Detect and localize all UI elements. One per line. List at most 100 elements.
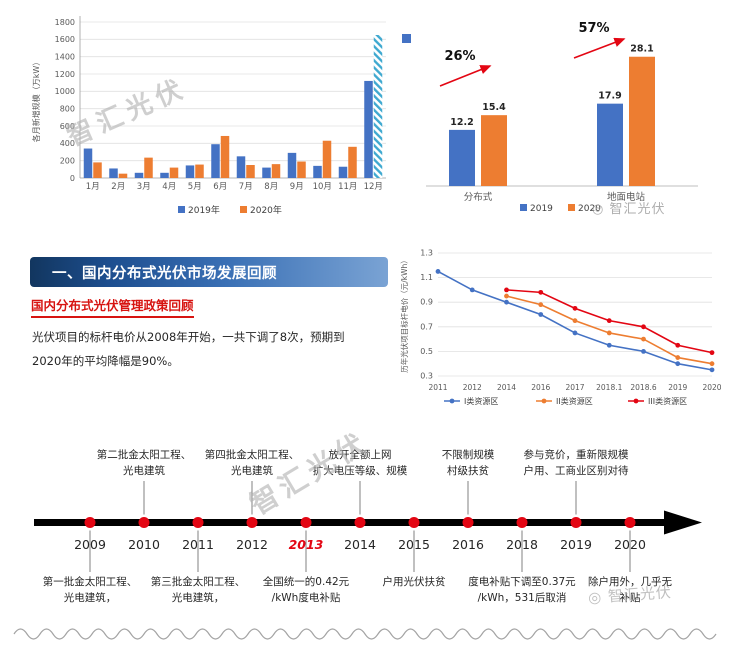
event-text-2013: 全国统一的0.42元 bbox=[263, 575, 350, 588]
section-title-banner: 一、国内分布式光伏市场发展回顾 bbox=[30, 257, 388, 287]
marker bbox=[641, 336, 646, 342]
marker bbox=[572, 305, 578, 311]
bar-2020年-8月 bbox=[271, 164, 281, 178]
y-tick-label: 800 bbox=[60, 104, 75, 113]
event-text-2012: 光电建筑 bbox=[231, 464, 273, 477]
timeline-year-2012: 2012 bbox=[236, 537, 268, 552]
x-tick-label: 2012 bbox=[463, 383, 482, 392]
x-tick-label: 4月 bbox=[162, 182, 176, 192]
timeline-year-2014: 2014 bbox=[344, 537, 376, 552]
marker bbox=[709, 350, 715, 356]
bar-2019年-11月 bbox=[338, 166, 348, 178]
y-tick-label: 600 bbox=[60, 122, 75, 131]
marker bbox=[675, 361, 681, 367]
event-text-2013: /kWh度电补贴 bbox=[272, 591, 341, 604]
bar-2019年-3月 bbox=[134, 172, 144, 178]
timeline-dot-2010 bbox=[138, 517, 150, 528]
marker bbox=[675, 355, 681, 360]
bar-2020年-4月 bbox=[169, 167, 179, 178]
bar-2019-地面电站 bbox=[597, 103, 623, 186]
growth-label: 26% bbox=[444, 49, 475, 64]
timeline-dot-2012 bbox=[246, 517, 258, 528]
timeline-dot-2009 bbox=[84, 517, 96, 528]
marker bbox=[606, 330, 612, 336]
x-tick-label: 2018.1 bbox=[596, 383, 622, 392]
y-axis-title: 各月新增规模（万kW） bbox=[31, 58, 41, 143]
event-text-2014: 扩大电压等级、规模 bbox=[313, 464, 408, 477]
corner-marker bbox=[402, 34, 411, 43]
y-tick-label: 1000 bbox=[55, 87, 75, 96]
x-tick-label: 3月 bbox=[137, 182, 151, 192]
section-body: 光伏项目的标杆电价从2008年开始，一共下调了8次，预期到 2020年的平均降幅… bbox=[32, 326, 392, 373]
timeline-dot-2018 bbox=[516, 517, 528, 528]
marker bbox=[504, 299, 509, 305]
feed-in-tariff-line-chart: 0.3 0.5 0.7 0.9 1.1 1.3 2011 2012 2014 2016 2017 20… bbox=[399, 249, 722, 407]
body-line-2: 2020年的平均降幅是90%。 bbox=[32, 353, 179, 368]
monthly-additions-bar-chart: 0 200 400 600 800 1000 1200 1400 1600 1800 1月 2月 3月 4… bbox=[31, 16, 386, 216]
bar-2020年-9月 bbox=[297, 161, 306, 178]
bar-2020-分布式 bbox=[481, 115, 507, 186]
decorative-wave-divider bbox=[13, 628, 717, 640]
bar-2019年-2月 bbox=[109, 168, 118, 178]
x-tick-label: 2019 bbox=[668, 383, 687, 392]
x-tick-label: 9月 bbox=[290, 182, 304, 192]
legend-label: II类资源区 bbox=[556, 396, 593, 406]
event-text-2009: 光电建筑， bbox=[64, 591, 117, 604]
y-tick-label: 400 bbox=[60, 139, 75, 148]
event-text-2019: 户用、工商业区别对待 bbox=[524, 464, 629, 477]
bar-2019年-8月 bbox=[262, 167, 271, 178]
marker bbox=[709, 361, 715, 367]
timeline-dot-2016 bbox=[462, 517, 474, 528]
growth-label: 57% bbox=[578, 21, 609, 36]
x-tick-label: 7月 bbox=[239, 182, 253, 192]
timeline-dot-2019 bbox=[570, 517, 582, 528]
x-tick-label: 2020 bbox=[702, 383, 721, 392]
x-tick-label: 2017 bbox=[565, 383, 584, 392]
marker bbox=[504, 287, 509, 293]
y-tick-label: 1200 bbox=[55, 70, 75, 79]
bar-2019-分布式 bbox=[449, 129, 475, 186]
y-axis-title: 历年光伏项目标杆电价（元/kWh） bbox=[399, 256, 409, 373]
segment-comparison-bar-chart: 分布式 12.2 15.4 地面电站 17.9 28.1 26% 57% 2019 2020 bbox=[402, 21, 698, 214]
timeline-dot-2013 bbox=[300, 517, 312, 528]
marker bbox=[606, 318, 612, 324]
timeline-dot-2015 bbox=[408, 517, 420, 528]
bar-value-label: 15.4 bbox=[482, 102, 506, 113]
y-tick-label: 1.1 bbox=[420, 273, 433, 282]
event-text-2018: /kWh，531后取消 bbox=[478, 591, 567, 604]
timeline-year-2019: 2019 bbox=[560, 537, 592, 552]
event-text-2010: 光电建筑 bbox=[123, 464, 165, 477]
event-text-2012: 第四批金太阳工程、 bbox=[205, 448, 300, 461]
event-text-2019: 参与竞价，重新限规模 bbox=[524, 448, 629, 461]
event-text-2014: 放开全额上网 bbox=[329, 448, 392, 461]
bar-2020年-7月 bbox=[246, 165, 255, 178]
legend-swatch bbox=[240, 206, 247, 213]
bar-2020-地面电站 bbox=[629, 56, 655, 186]
legend-marker bbox=[633, 398, 639, 404]
marker bbox=[435, 269, 441, 274]
marker bbox=[572, 318, 578, 324]
timeline-year-2010: 2010 bbox=[128, 537, 160, 552]
x-tick-label: 2018.6 bbox=[630, 383, 656, 392]
bar-2020年-1月 bbox=[93, 162, 102, 178]
growth-arrow bbox=[439, 65, 492, 87]
body-line-1: 光伏项目的标杆电价从2008年开始，一共下调了8次，预期到 bbox=[32, 330, 345, 344]
y-tick-label: 0 bbox=[70, 174, 75, 183]
x-tick-label: 1月 bbox=[86, 182, 100, 192]
timeline-axis bbox=[34, 519, 664, 526]
marker bbox=[538, 312, 544, 317]
y-tick-label: 1800 bbox=[55, 18, 75, 27]
x-tick-label: 2月 bbox=[111, 182, 125, 192]
bar-2020年-11月 bbox=[348, 146, 357, 178]
event-text-2016: 不限制规模 bbox=[442, 448, 495, 461]
legend-label: 2019 bbox=[530, 204, 553, 214]
y-tick-label: 0.5 bbox=[420, 347, 433, 356]
bar-value-label: 12.2 bbox=[450, 117, 473, 128]
x-tick-label: 10月 bbox=[313, 182, 332, 192]
growth-arrow bbox=[573, 37, 626, 59]
y-tick-label: 1400 bbox=[55, 52, 75, 61]
y-tick-label: 0.7 bbox=[420, 322, 433, 331]
event-text-2020: 补贴 bbox=[620, 591, 641, 604]
x-tick-label: 8月 bbox=[264, 182, 278, 192]
x-tick-label: 2016 bbox=[531, 383, 550, 392]
